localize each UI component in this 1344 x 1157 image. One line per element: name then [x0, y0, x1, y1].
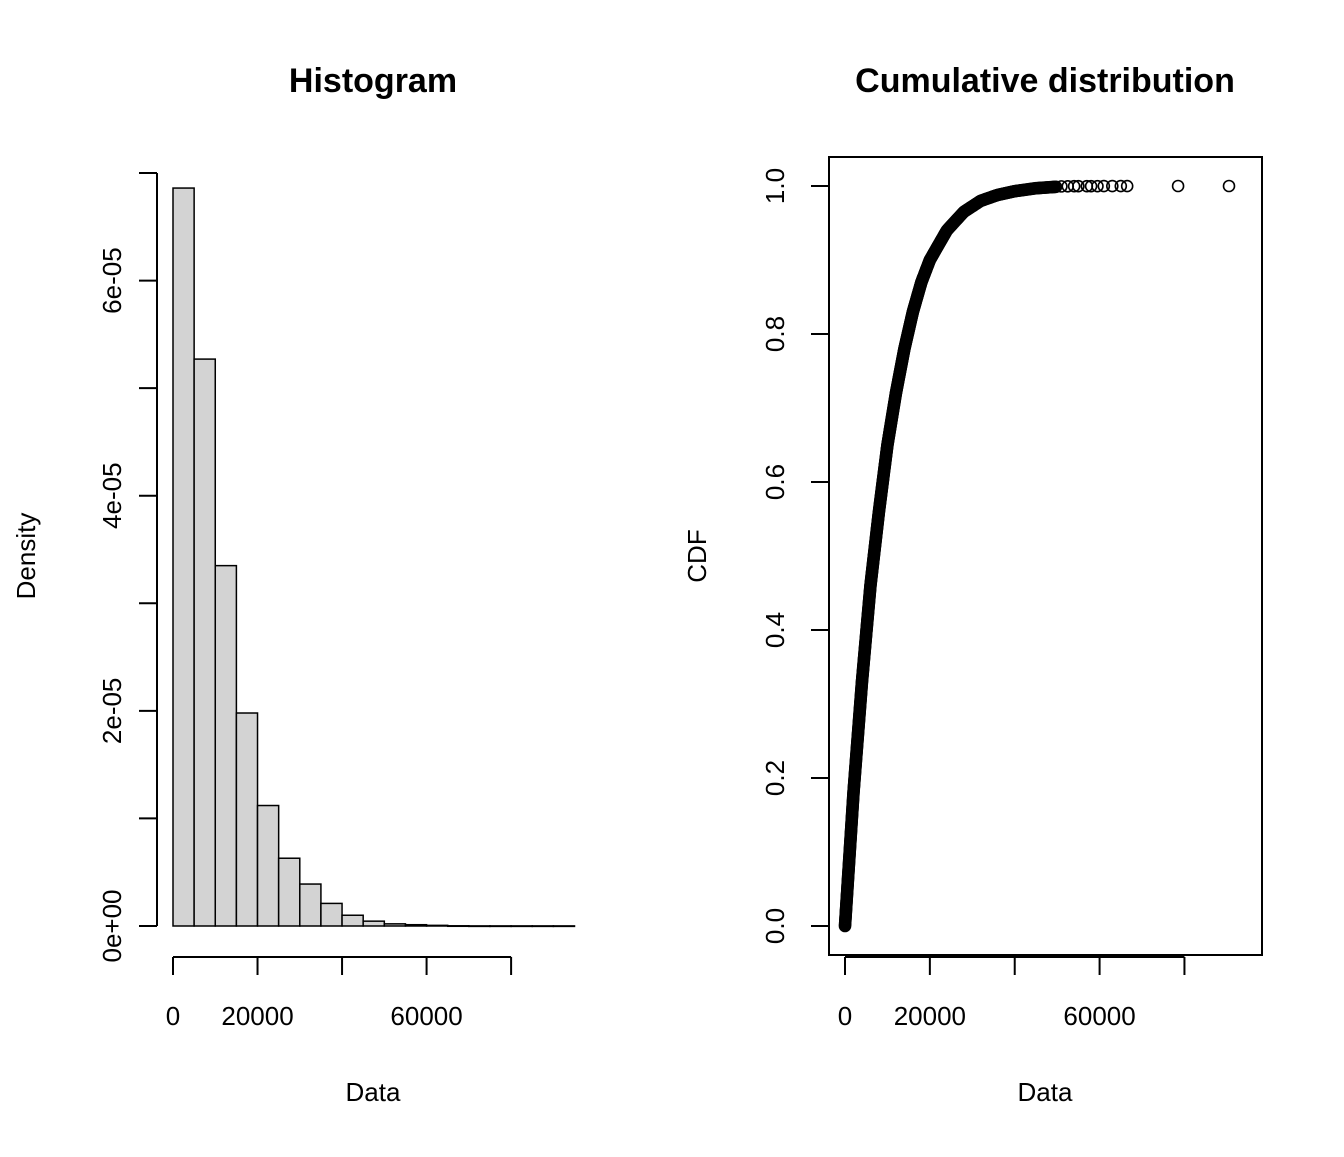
- cdf-point: [1120, 179, 1134, 193]
- histogram-panel: Histogram Data Density 0 20000 60000 0e+00…: [11, 62, 576, 1107]
- cdf-point: [1067, 179, 1081, 193]
- cdf-x-tick-label: 0: [838, 1001, 852, 1031]
- cdf-y-tick-label: 0.8: [760, 316, 790, 352]
- cdf-x-tick-label: 20000: [894, 1001, 966, 1031]
- histogram-bar: [214, 564, 238, 927]
- cdf-y-tick-label: 0.6: [760, 464, 790, 500]
- cdf-point: [1171, 179, 1185, 193]
- cdf-y-tick-label: 0.4: [760, 612, 790, 648]
- histogram-x-tick-label: 60000: [390, 1001, 462, 1031]
- cdf-point: [1061, 179, 1075, 193]
- histogram-bar: [468, 925, 491, 928]
- histogram-bar: [531, 925, 555, 928]
- cdf-y-label: CDF: [682, 529, 712, 582]
- histogram-bar: [193, 358, 217, 927]
- histogram-bar: [277, 857, 301, 927]
- histogram-bar: [235, 712, 259, 927]
- histogram-bar: [404, 923, 428, 927]
- histogram-y-tick-label: 0e+00: [97, 889, 127, 962]
- cdf-y-tick-label: 0.0: [760, 908, 790, 944]
- histogram-x-tick-label: 20000: [221, 1001, 293, 1031]
- histogram-bar: [341, 914, 364, 927]
- histogram-x-label: Data: [346, 1077, 401, 1107]
- histogram-bar: [256, 804, 280, 927]
- histogram-title: Histogram: [289, 62, 457, 100]
- cdf-point: [1084, 179, 1098, 193]
- cdf-point: [1049, 180, 1063, 194]
- histogram-y-tick-label: 6e-05: [97, 247, 127, 314]
- cdf-point: [1097, 179, 1111, 193]
- cdf-point: [1091, 179, 1104, 193]
- histogram-bar: [446, 925, 470, 928]
- cdf-points: [838, 179, 1236, 933]
- cdf-x-tick-label: 60000: [1063, 1001, 1135, 1031]
- cdf-point: [1055, 180, 1068, 193]
- cdf-point: [1072, 179, 1085, 193]
- cdf-point: [1114, 179, 1128, 193]
- histogram-bar: [362, 920, 386, 927]
- cdf-y-tick-label: 0.2: [760, 760, 790, 796]
- cdf-panel: Cumulative distribution Data CDF 0 20000 6…: [682, 62, 1263, 1107]
- histogram-bar: [299, 883, 322, 927]
- histogram-bar: [552, 925, 576, 928]
- cdf-y-axis: 0.0 0.2 0.4 0.6 0.8 1.0: [760, 168, 829, 944]
- cdf-x-axis: 0 20000 60000: [838, 956, 1186, 1031]
- cdf-point: [1222, 179, 1236, 193]
- histogram-bar: [489, 925, 512, 928]
- histogram-x-axis: 0 20000 60000: [166, 956, 513, 1031]
- cdf-title: Cumulative distribution: [855, 62, 1235, 100]
- histogram-bars: [172, 187, 576, 928]
- histogram-y-axis: 0e+00 2e-05 4e-05 6e-05: [97, 172, 158, 963]
- cdf-plot-box: [828, 156, 1263, 956]
- histogram-bar: [510, 925, 533, 928]
- histogram-y-tick-label: 4e-05: [97, 462, 127, 529]
- histogram-y-tick-label: 2e-05: [97, 678, 127, 745]
- cdf-y-tick-label: 1.0: [760, 168, 790, 204]
- cdf-x-label: Data: [1018, 1077, 1073, 1107]
- histogram-bar: [172, 187, 195, 927]
- histogram-x-tick-label: 0: [166, 1001, 180, 1031]
- histogram-bar: [425, 924, 449, 927]
- histogram-y-label: Density: [11, 513, 41, 600]
- histogram-bar: [320, 902, 343, 927]
- histogram-bar: [383, 923, 407, 927]
- cdf-point: [1106, 179, 1119, 193]
